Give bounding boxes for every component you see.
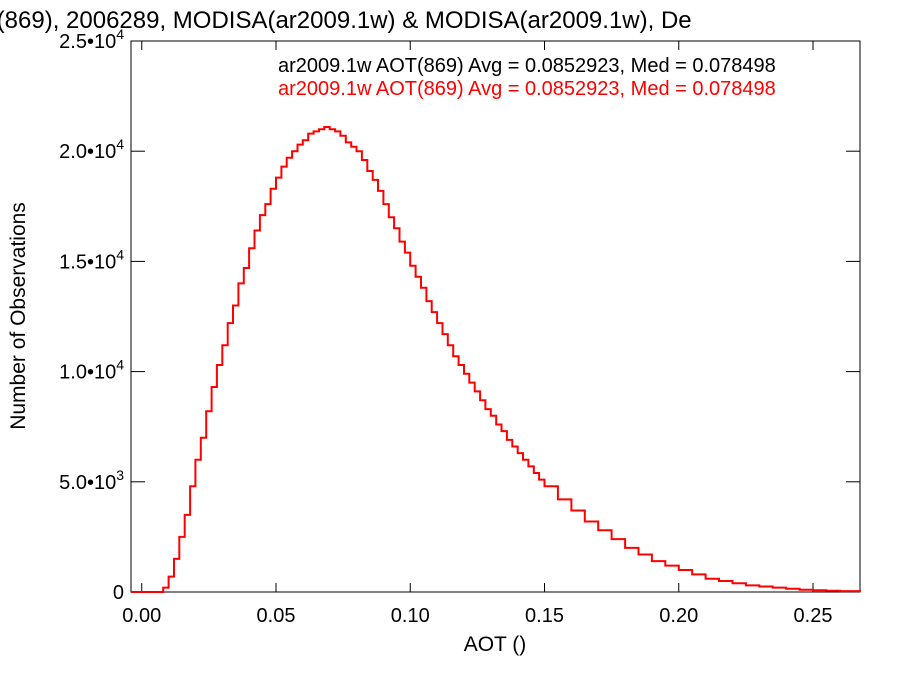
y-tick-label: 1.5•104 — [59, 246, 124, 273]
y-tick-exponent: 4 — [116, 246, 124, 262]
y-axis-label: Number of Observations — [7, 202, 30, 430]
y-tick-mantissa: 2.0•10 — [59, 141, 116, 163]
y-tick-mantissa: 1.5•10 — [59, 251, 116, 273]
x-tick-label: 0.00 — [122, 605, 161, 627]
legend-entry-1: ar2009.1w AOT(869) Avg = 0.0852923, Med … — [278, 55, 776, 77]
y-tick-label: 0 — [113, 582, 124, 604]
x-tick-label: 0.25 — [794, 605, 833, 627]
y-tick-label: 5.0•103 — [59, 467, 124, 494]
chart-title: T(869), 2006289, MODISA(ar2009.1w) & MOD… — [0, 7, 692, 34]
legend-entry-2: ar2009.1w AOT(869) Avg = 0.0852923, Med … — [278, 78, 776, 100]
plot-frame — [130, 40, 861, 593]
y-tick-mantissa: 2.5•10 — [59, 31, 116, 53]
x-axis-label: AOT () — [464, 633, 527, 656]
y-tick-mantissa: 0 — [113, 582, 124, 604]
x-tick-label: 0.20 — [659, 605, 698, 627]
y-tick-exponent: 4 — [116, 136, 124, 152]
x-tick-label: 0.15 — [525, 605, 564, 627]
y-tick-label: 1.0•104 — [59, 357, 124, 384]
y-tick-exponent: 4 — [116, 357, 124, 373]
legend: ar2009.1w AOT(869) Avg = 0.0852923, Med … — [278, 55, 776, 100]
y-tick-label: 2.0•104 — [59, 136, 124, 163]
y-tick-exponent: 3 — [116, 467, 124, 483]
x-tick-label: 0.10 — [391, 605, 430, 627]
histogram-series-line — [131, 126, 861, 593]
y-tick-exponent: 4 — [116, 26, 124, 42]
y-tick-mantissa: 1.0•10 — [59, 362, 116, 384]
y-tick-label: 2.5•104 — [59, 26, 124, 53]
x-axis: 0.00 0.05 0.10 0.15 0.20 0.25 — [122, 41, 832, 627]
y-tick-mantissa: 5.0•10 — [59, 472, 116, 494]
x-tick-label: 0.05 — [257, 605, 296, 627]
